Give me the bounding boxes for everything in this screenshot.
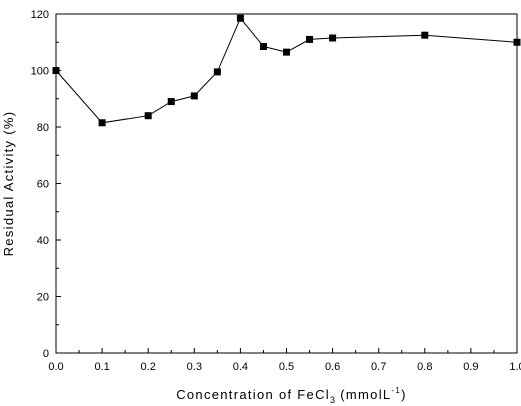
series-line xyxy=(55,17,518,124)
data-point xyxy=(144,112,152,120)
data-point xyxy=(213,68,221,76)
x-tick-label: 0.7 xyxy=(371,361,386,373)
plot-frame xyxy=(55,13,518,354)
data-point xyxy=(190,92,198,100)
x-tick-label: 0.2 xyxy=(141,361,156,373)
x-tick-label: 0.5 xyxy=(279,361,294,373)
y-tick-label: 80 xyxy=(37,122,49,134)
y-tick-label: 100 xyxy=(31,66,49,78)
y-tick-label: 20 xyxy=(37,292,49,304)
y-axis-title: Residual Activity (%) xyxy=(1,111,16,257)
y-tick-label: 60 xyxy=(37,179,49,191)
x-tick-label: 0.0 xyxy=(48,361,63,373)
x-axis-title-unit-superscript: -1 xyxy=(391,386,401,395)
x-tick-label: 0.9 xyxy=(463,361,478,373)
x-tick-label: 0.3 xyxy=(187,361,202,373)
x-axis-title: Concentration of FeCl3 (mmolL-1) xyxy=(176,386,407,405)
y-tick-label: 120 xyxy=(31,9,49,21)
data-series xyxy=(52,14,521,127)
y-tick-label: 0 xyxy=(43,348,49,360)
x-axis-ticks: 0.0 0.1 0.2 0.3 0.4 0.5 0.6 0.7 0.8 0.9 1.0 xyxy=(48,348,521,373)
data-point xyxy=(421,31,429,39)
x-tick-label: 0.4 xyxy=(233,361,248,373)
data-point xyxy=(513,38,521,46)
data-point xyxy=(259,42,267,50)
data-point xyxy=(283,48,290,56)
plot-axes xyxy=(55,13,518,354)
y-tick-label: 40 xyxy=(37,235,49,247)
x-tick-label: 0.1 xyxy=(94,361,109,373)
x-tick-label: 0.6 xyxy=(325,361,340,373)
data-point xyxy=(236,14,244,22)
data-point xyxy=(329,34,337,42)
data-point xyxy=(98,119,106,127)
data-point xyxy=(306,35,314,43)
data-point xyxy=(167,98,175,106)
x-tick-label: 0.8 xyxy=(417,361,432,373)
x-axis-title-unit-suffix: ) xyxy=(401,387,407,402)
x-axis-title-subscript: 3 xyxy=(330,395,336,405)
x-axis-title-main: Concentration of FeCl xyxy=(176,387,330,402)
x-tick-label: 1.0 xyxy=(509,361,521,373)
data-point xyxy=(52,67,60,74)
y-axis-ticks: 0 20 40 60 80 100 120 xyxy=(31,9,61,360)
x-axis-title-unit-prefix: (mmolL xyxy=(340,387,391,402)
